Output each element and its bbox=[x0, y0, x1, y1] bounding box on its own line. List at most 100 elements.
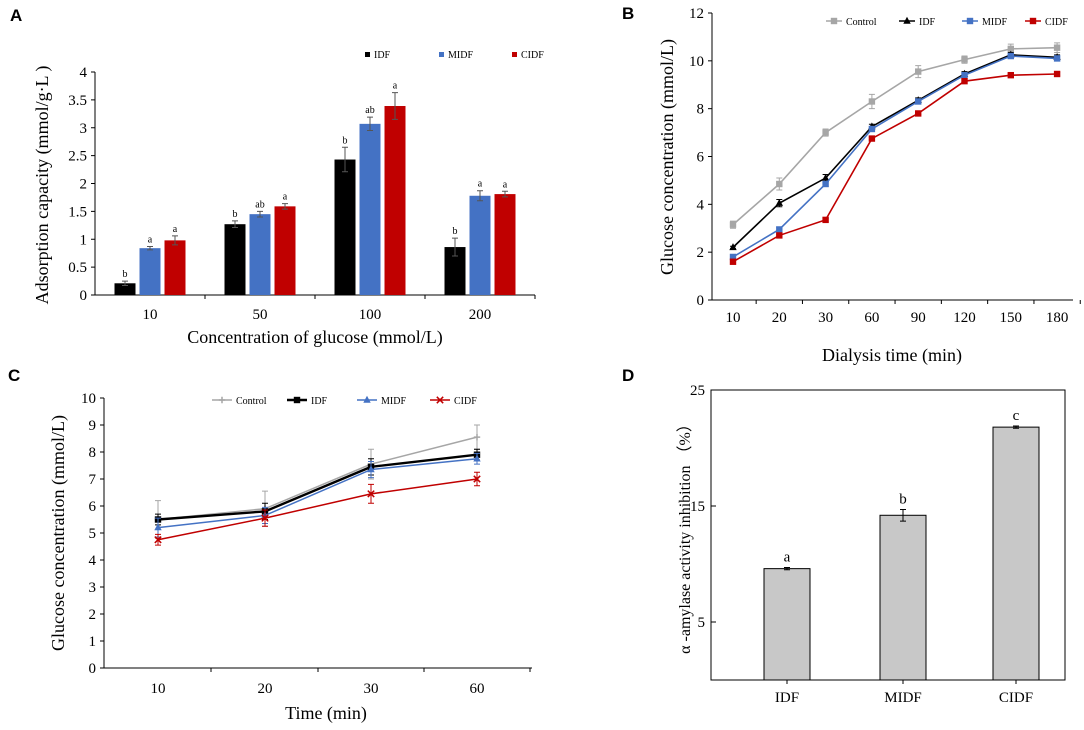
panel-c-legend-label: Control bbox=[236, 396, 267, 407]
panel-c-x-tick-label: 60 bbox=[470, 681, 485, 697]
panel-a-y-tick-label: 2.5 bbox=[68, 149, 87, 165]
panel-b-point bbox=[1053, 70, 1061, 78]
panel-b-point bbox=[1053, 44, 1061, 51]
panel-b-series-line bbox=[732, 73, 1058, 263]
panel-b-legend-label: MIDF bbox=[982, 17, 1007, 28]
panel-b-point bbox=[868, 135, 876, 142]
panel-a-significance-label: a bbox=[283, 192, 288, 203]
panel-c-series-line bbox=[157, 478, 478, 541]
panel-b-legend-marker bbox=[830, 17, 838, 25]
panel-a-significance-label: b bbox=[233, 209, 238, 220]
panel-c-series-line bbox=[157, 436, 478, 521]
panel-d-error-bar bbox=[900, 508, 906, 522]
panel-a-significance-label: b bbox=[453, 226, 458, 237]
panel-b-point bbox=[776, 232, 783, 239]
panel-b-y-tick-label: 10 bbox=[689, 54, 704, 70]
panel-a-bar bbox=[359, 123, 381, 295]
panel-b-point bbox=[729, 243, 737, 251]
panel-d-y-tick-label: 25 bbox=[690, 383, 705, 399]
panel-a-y-axis-title: Adsorption capacity (mmol/g·L ) bbox=[32, 66, 53, 305]
panel-a-legend-swatch bbox=[512, 52, 517, 57]
panel-c-y-tick-label: 3 bbox=[89, 580, 97, 596]
panel-d-bar bbox=[992, 426, 1040, 681]
panel-c-series-line bbox=[157, 458, 478, 529]
panel-d-significance-label: a bbox=[784, 549, 791, 565]
panel-a-error-bar bbox=[367, 116, 373, 132]
panel-b-point bbox=[961, 77, 968, 85]
panel-b-point bbox=[822, 216, 829, 224]
panel-b-label: B bbox=[622, 4, 634, 23]
panel-c-legend-label: CIDF bbox=[454, 396, 477, 407]
panel-a-error-bar bbox=[452, 237, 458, 257]
panel-a-significance-label: a bbox=[173, 224, 178, 235]
panel-b-point bbox=[868, 125, 876, 133]
panel-b-series-line bbox=[732, 54, 1058, 248]
panel-b-y-tick-label: 0 bbox=[697, 293, 705, 309]
panel-c-legend-marker bbox=[363, 395, 371, 403]
panel-c-legend-marker bbox=[293, 396, 301, 404]
panel-c-y-tick-label: 9 bbox=[89, 418, 97, 434]
panel-c-x-tick-label: 30 bbox=[364, 681, 379, 697]
panel-d-y-tick-label: 5 bbox=[698, 615, 706, 631]
panel-a-error-bar bbox=[257, 210, 263, 218]
panel-b-point bbox=[822, 180, 829, 188]
panel-b-legend-marker bbox=[966, 17, 974, 25]
panel-b-y-tick-label: 6 bbox=[697, 150, 705, 166]
panel-b-y-tick-label: 8 bbox=[697, 102, 705, 118]
panel-a-legend-swatch bbox=[439, 52, 444, 57]
panel-b-x-tick-label: 20 bbox=[772, 310, 787, 326]
panel-a-bar bbox=[224, 224, 246, 295]
panel-a-y-tick-label: 0.5 bbox=[68, 260, 87, 276]
panel-b-legend-label: CIDF bbox=[1045, 17, 1068, 28]
panel-a-bar bbox=[469, 195, 491, 295]
panel-b-point bbox=[1007, 52, 1014, 60]
panel-c-point bbox=[473, 475, 481, 483]
panel-a-error-bar bbox=[147, 245, 153, 251]
panel-c-y-tick-label: 4 bbox=[89, 553, 97, 569]
panel-a-legend-label: CIDF bbox=[521, 50, 544, 61]
panel-b-legend-marker bbox=[903, 16, 911, 24]
panel-b-x-tick-label: 120 bbox=[953, 310, 976, 326]
panel-a-bar bbox=[164, 240, 186, 295]
panel-c-y-tick-label: 5 bbox=[89, 526, 97, 542]
panel-d-error-bar bbox=[1013, 425, 1019, 429]
panel-b-x-tick-label: 30 bbox=[818, 310, 833, 326]
panel-b-point bbox=[776, 226, 783, 233]
panel-d-y-axis-title: α -amylase activity inhibition （%） bbox=[676, 416, 694, 654]
panel-c-point bbox=[367, 490, 375, 498]
panel-c-y-tick-label: 10 bbox=[81, 391, 96, 407]
panel-b-point bbox=[868, 98, 876, 105]
panel-b-point bbox=[776, 180, 783, 188]
panel-b-legend-marker bbox=[1029, 17, 1037, 25]
panel-a-bar bbox=[384, 106, 406, 295]
panel-b-point bbox=[729, 221, 737, 228]
panel-c-y-axis-title: Glucose concentration (mmol/L) bbox=[48, 415, 69, 651]
panel-d-significance-label: b bbox=[899, 491, 907, 507]
panel-a-legend-label: MIDF bbox=[448, 50, 473, 61]
panel-a-error-bar bbox=[477, 190, 483, 202]
panel-d-x-tick-label: CIDF bbox=[999, 690, 1033, 706]
panel-b-series-line bbox=[732, 46, 1058, 226]
panel-c-point bbox=[367, 465, 375, 473]
panel-d: D 5 15 25 a b c IDF MIDF CIDF α -amylase activ… bbox=[622, 366, 1066, 706]
panel-c-y-tick-label: 1 bbox=[89, 634, 97, 650]
panel-b-x-tick-label: 10 bbox=[726, 310, 741, 326]
panel-c-point bbox=[473, 433, 481, 441]
panel-a-bar bbox=[334, 159, 356, 295]
panel-a-significance-label: b bbox=[123, 269, 128, 280]
panel-c-point bbox=[154, 536, 162, 544]
panel-d-label: D bbox=[622, 366, 634, 385]
panel-c-legend-marker bbox=[436, 396, 444, 404]
panel-d-bar bbox=[879, 514, 927, 681]
panel-a-y-tick-label: 4 bbox=[80, 65, 88, 81]
panel-a-y-tick-label: 2 bbox=[80, 177, 88, 193]
panel-a-significance-label: ab bbox=[255, 199, 264, 210]
panel-a-bar bbox=[494, 194, 516, 295]
panel-b-point bbox=[1007, 71, 1014, 79]
panel-a-bar bbox=[139, 248, 161, 295]
panel-a-x-tick-label: 200 bbox=[469, 307, 492, 323]
panel-a-legend-swatch bbox=[365, 52, 370, 57]
panel-a-significance-label: b bbox=[343, 135, 348, 146]
panel-c-x-tick-label: 20 bbox=[258, 681, 273, 697]
panel-c-y-tick-label: 8 bbox=[89, 445, 97, 461]
